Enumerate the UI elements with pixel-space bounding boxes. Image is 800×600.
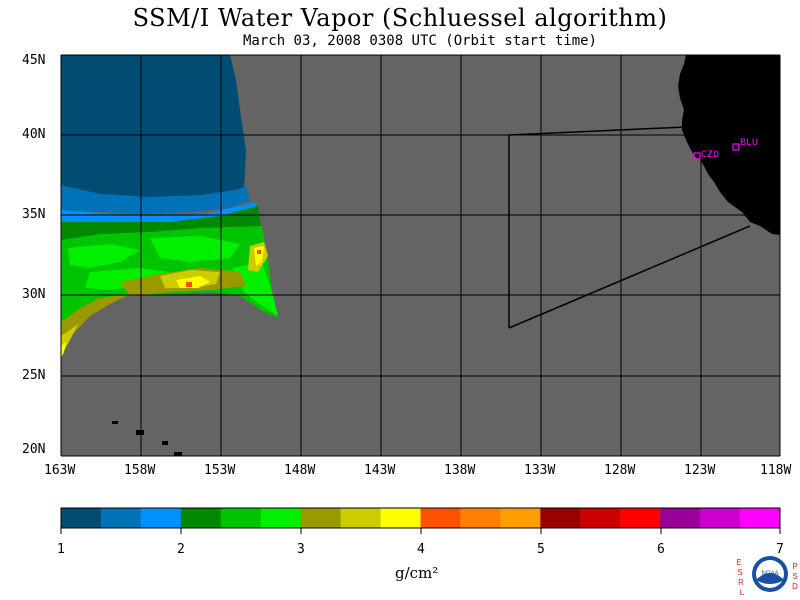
swath-bright-green-1 bbox=[68, 244, 140, 268]
swath-red-spot bbox=[186, 282, 192, 287]
land-north-america bbox=[678, 55, 780, 235]
swath-bright-green-4 bbox=[232, 262, 278, 316]
colorbar-tick-7: 7 bbox=[776, 542, 784, 557]
lon-label-158w: 158W bbox=[124, 463, 156, 478]
colorbar-tick-4: 4 bbox=[417, 542, 425, 557]
colorbar-unit-label: g/cm² bbox=[395, 564, 439, 582]
esrl-letter-l: L bbox=[739, 588, 745, 597]
colorbar-swatch bbox=[540, 508, 581, 528]
water-vapor-swath bbox=[61, 55, 278, 358]
colorbar-tick-2: 2 bbox=[177, 542, 185, 557]
esrl-letter-r: R bbox=[738, 578, 744, 587]
station-marker-czd[interactable] bbox=[693, 152, 701, 160]
map-grid bbox=[60, 54, 781, 457]
colorbar-swatch bbox=[140, 508, 182, 528]
colorbar-tick-3: 3 bbox=[297, 542, 305, 557]
station-marker-blu[interactable] bbox=[732, 143, 740, 151]
domain-outline bbox=[508, 126, 751, 329]
lon-label-153w: 153W bbox=[204, 463, 236, 478]
noaa-logo-text: NOAA bbox=[761, 571, 778, 577]
lon-label-148w: 148W bbox=[284, 463, 316, 478]
colorbar-swatch bbox=[620, 508, 661, 528]
lat-label-35n: 35N bbox=[22, 207, 46, 222]
swath-yellow-sw bbox=[61, 324, 78, 356]
colorbar-swatch bbox=[61, 508, 102, 528]
swath-red-spot-east bbox=[257, 250, 261, 254]
esrl-letter-s: S bbox=[737, 568, 743, 577]
colorbar bbox=[61, 508, 781, 528]
psd-letter-d: D bbox=[792, 582, 798, 591]
lat-label-25n: 25N bbox=[22, 368, 46, 383]
swath-medium-blue bbox=[61, 185, 250, 214]
esrl-letter-e: E bbox=[736, 558, 742, 567]
station-label-czd: CZD bbox=[701, 150, 719, 161]
colorbar-tick-5: 5 bbox=[537, 542, 545, 557]
swath-bright-green-2 bbox=[150, 236, 240, 262]
lon-label-133w: 133W bbox=[524, 463, 556, 478]
lon-label-123w: 123W bbox=[684, 463, 716, 478]
map-title: SSM/I Water Vapor (Schluessel algorithm) bbox=[132, 4, 668, 32]
colorbar-swatch bbox=[500, 508, 541, 528]
lat-label-30n: 30N bbox=[22, 287, 46, 302]
hawaii-islands bbox=[112, 421, 182, 456]
colorbar-swatch bbox=[700, 508, 741, 528]
psd-letter-s: S bbox=[792, 572, 798, 581]
colorbar-swatch bbox=[180, 508, 222, 528]
lon-label-138w: 138W bbox=[444, 463, 476, 478]
colorbar-ticks bbox=[60, 528, 781, 534]
colorbar-swatch bbox=[420, 508, 461, 528]
colorbar-swatch bbox=[660, 508, 701, 528]
noaa-logo: NOAA bbox=[752, 556, 788, 592]
lat-label-20n: 20N bbox=[22, 442, 46, 457]
colorbar-swatch bbox=[580, 508, 621, 528]
swath-bright-green-3 bbox=[85, 268, 170, 290]
lon-label-128w: 128W bbox=[604, 463, 636, 478]
colorbar-tick-6: 6 bbox=[657, 542, 665, 557]
colorbar-swatch bbox=[380, 508, 421, 528]
station-label-blu: BLU bbox=[740, 138, 758, 149]
swath-dark-blue bbox=[61, 55, 246, 206]
colorbar-swatch bbox=[460, 508, 501, 528]
lon-label-118w: 118W bbox=[760, 463, 792, 478]
lon-label-163w: 163W bbox=[44, 463, 76, 478]
swath-orange-spot bbox=[176, 276, 210, 288]
lon-label-143w: 143W bbox=[364, 463, 396, 478]
swath-yellow-bright-sw bbox=[61, 342, 66, 358]
colorbar-swatch bbox=[260, 508, 302, 528]
colorbar-swatch bbox=[340, 508, 382, 528]
colorbar-swatch bbox=[300, 508, 342, 528]
map-subtitle: March 03, 2008 0308 UTC (Orbit start tim… bbox=[242, 33, 597, 49]
colorbar-swatch bbox=[220, 508, 262, 528]
colorbar-swatch bbox=[100, 508, 142, 528]
colorbar-swatch bbox=[740, 508, 781, 528]
lat-label-40n: 40N bbox=[22, 127, 46, 142]
lat-label-45n: 45N bbox=[22, 53, 46, 68]
swath-orange-streak-east bbox=[254, 246, 264, 266]
colorbar-tick-1: 1 bbox=[57, 542, 65, 557]
swath-olive-sw bbox=[61, 294, 130, 346]
psd-letter-p: P bbox=[792, 562, 798, 571]
